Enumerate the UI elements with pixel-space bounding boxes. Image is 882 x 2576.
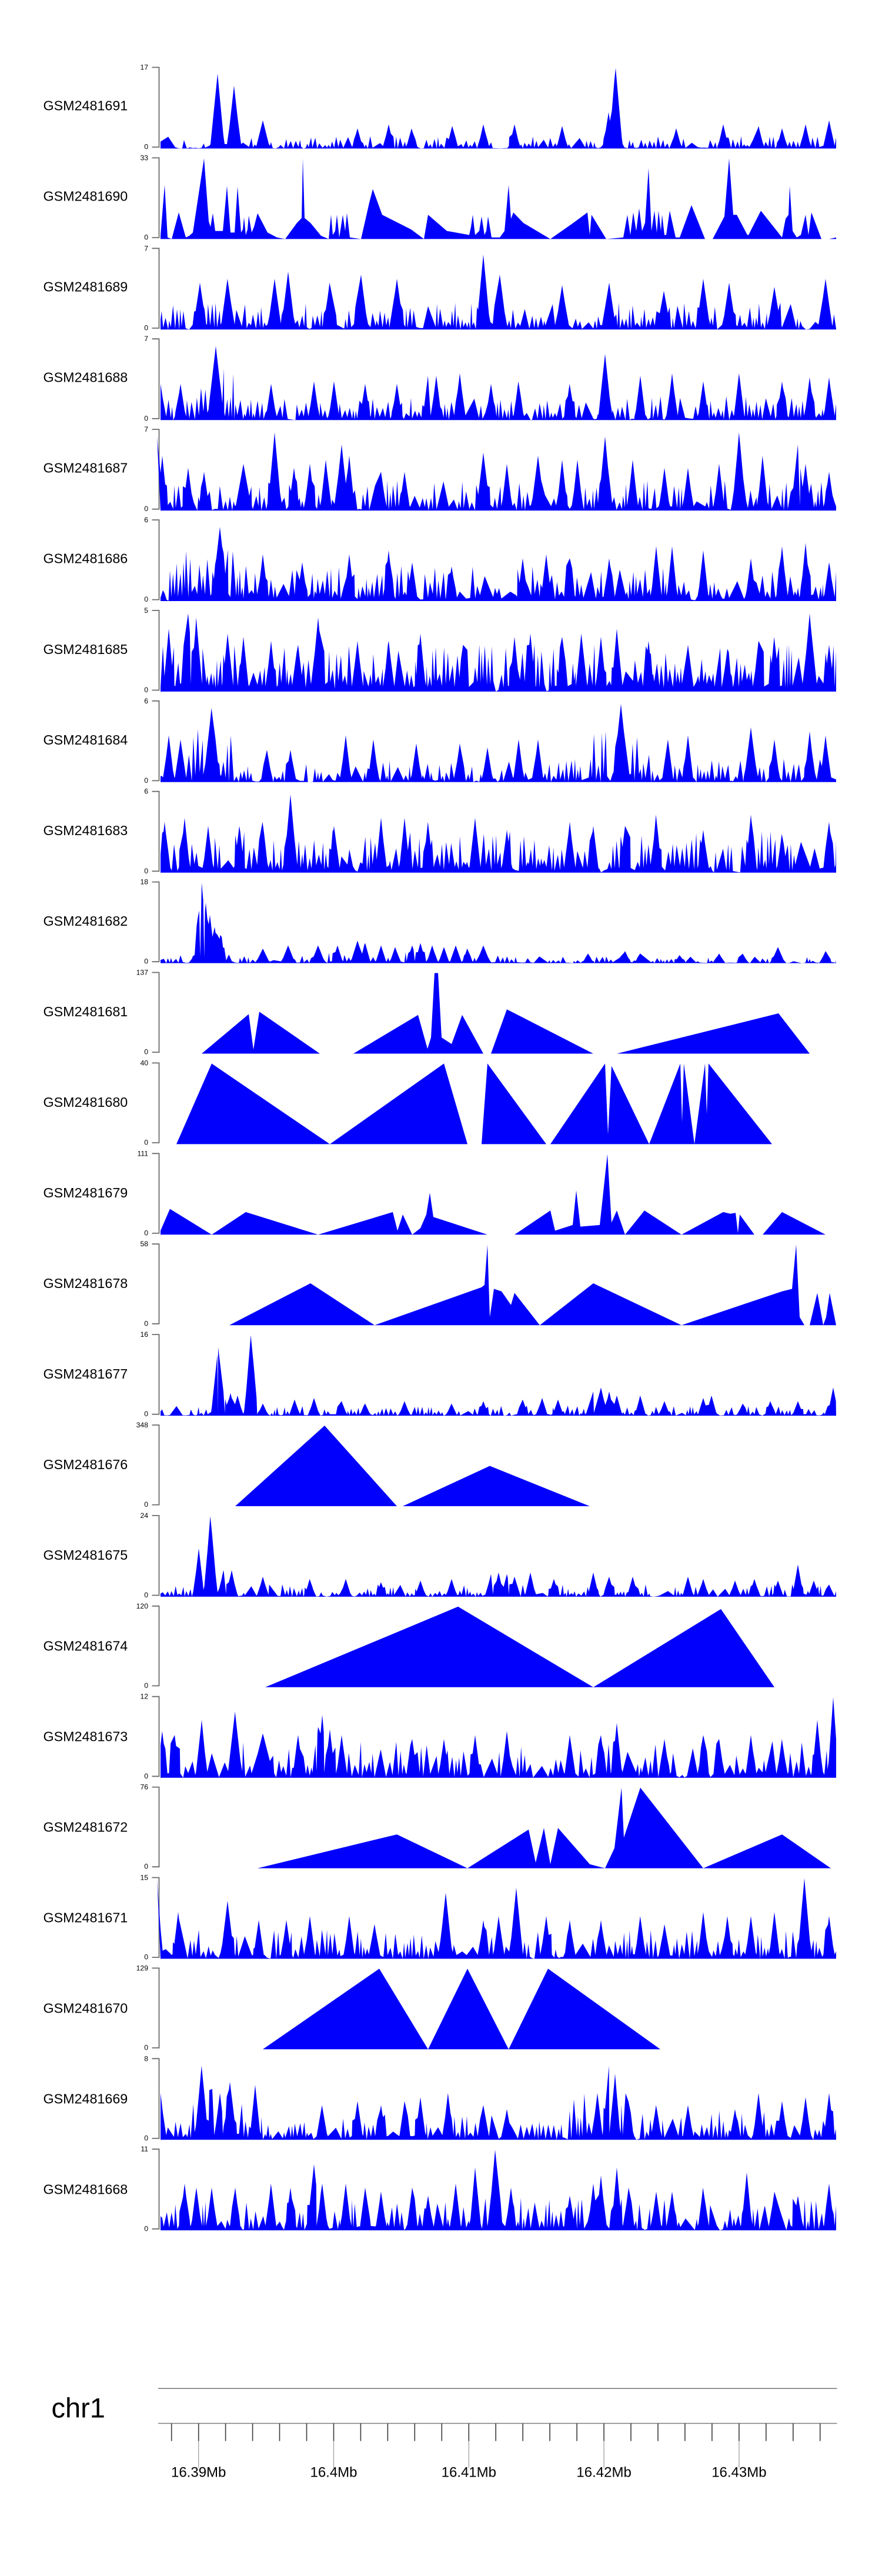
svg-text:GSM2481686: GSM2481686 bbox=[44, 551, 128, 566]
svg-text:0: 0 bbox=[144, 595, 148, 603]
svg-text:6: 6 bbox=[144, 788, 148, 796]
svg-text:24: 24 bbox=[140, 1511, 148, 1520]
svg-text:chr1: chr1 bbox=[52, 2393, 105, 2424]
svg-text:GSM2481683: GSM2481683 bbox=[44, 823, 128, 838]
svg-text:GSM2481689: GSM2481689 bbox=[44, 279, 128, 295]
svg-text:GSM2481687: GSM2481687 bbox=[44, 461, 128, 476]
svg-text:7: 7 bbox=[144, 244, 148, 252]
svg-text:12: 12 bbox=[140, 1693, 148, 1701]
svg-text:15: 15 bbox=[140, 1874, 148, 1882]
svg-text:0: 0 bbox=[144, 2044, 148, 2052]
svg-text:16: 16 bbox=[140, 1330, 148, 1339]
svg-text:GSM2481690: GSM2481690 bbox=[44, 189, 128, 204]
svg-text:0: 0 bbox=[144, 1953, 148, 1961]
svg-text:0: 0 bbox=[144, 1229, 148, 1237]
svg-text:GSM2481681: GSM2481681 bbox=[44, 1004, 128, 1019]
svg-text:16.43Mb: 16.43Mb bbox=[711, 2465, 766, 2481]
svg-text:0: 0 bbox=[144, 1410, 148, 1418]
svg-text:0: 0 bbox=[144, 1772, 148, 1780]
svg-text:129: 129 bbox=[136, 1964, 149, 1972]
svg-text:111: 111 bbox=[137, 1149, 148, 1157]
svg-text:137: 137 bbox=[136, 969, 149, 977]
svg-text:5: 5 bbox=[144, 606, 148, 615]
svg-text:GSM2481678: GSM2481678 bbox=[44, 1276, 128, 1291]
svg-text:0: 0 bbox=[144, 1048, 148, 1056]
svg-text:58: 58 bbox=[140, 1240, 148, 1248]
svg-text:GSM2481671: GSM2481671 bbox=[44, 1910, 128, 1925]
svg-text:0: 0 bbox=[144, 414, 148, 422]
svg-text:0: 0 bbox=[144, 1863, 148, 1871]
svg-text:GSM2481670: GSM2481670 bbox=[44, 2000, 128, 2016]
svg-text:11: 11 bbox=[141, 2145, 148, 2153]
svg-text:GSM2481674: GSM2481674 bbox=[44, 1638, 128, 1653]
svg-text:0: 0 bbox=[144, 323, 148, 332]
svg-text:120: 120 bbox=[136, 1602, 149, 1610]
svg-text:0: 0 bbox=[144, 867, 148, 875]
svg-text:GSM2481669: GSM2481669 bbox=[44, 2091, 128, 2107]
svg-text:33: 33 bbox=[140, 154, 148, 162]
svg-text:GSM2481676: GSM2481676 bbox=[44, 1457, 128, 1472]
svg-text:GSM2481675: GSM2481675 bbox=[44, 1547, 128, 1563]
svg-text:0: 0 bbox=[144, 1500, 148, 1509]
svg-text:GSM2481680: GSM2481680 bbox=[44, 1095, 128, 1110]
svg-text:0: 0 bbox=[144, 1681, 148, 1690]
svg-text:7: 7 bbox=[144, 335, 148, 343]
svg-text:0: 0 bbox=[144, 233, 148, 242]
svg-text:16.41Mb: 16.41Mb bbox=[442, 2465, 496, 2481]
svg-text:40: 40 bbox=[140, 1059, 148, 1067]
svg-text:GSM2481684: GSM2481684 bbox=[44, 732, 128, 748]
svg-text:8: 8 bbox=[144, 2054, 148, 2063]
svg-text:GSM2481679: GSM2481679 bbox=[44, 1185, 128, 1200]
svg-text:GSM2481668: GSM2481668 bbox=[44, 2182, 128, 2197]
svg-text:0: 0 bbox=[144, 1319, 148, 1327]
svg-text:0: 0 bbox=[144, 2224, 148, 2233]
svg-text:17: 17 bbox=[140, 64, 148, 72]
svg-text:0: 0 bbox=[144, 1139, 148, 1147]
svg-text:0: 0 bbox=[144, 505, 148, 513]
svg-text:348: 348 bbox=[136, 1421, 149, 1429]
svg-text:GSM2481672: GSM2481672 bbox=[44, 1819, 128, 1834]
svg-text:0: 0 bbox=[144, 2134, 148, 2142]
svg-text:18: 18 bbox=[140, 878, 148, 886]
svg-text:76: 76 bbox=[140, 1783, 148, 1791]
svg-text:0: 0 bbox=[144, 957, 148, 966]
svg-text:GSM2481688: GSM2481688 bbox=[44, 370, 128, 385]
svg-text:16.4Mb: 16.4Mb bbox=[310, 2465, 357, 2481]
svg-text:GSM2481691: GSM2481691 bbox=[44, 98, 128, 114]
svg-text:0: 0 bbox=[144, 776, 148, 785]
svg-text:16.42Mb: 16.42Mb bbox=[576, 2465, 631, 2481]
svg-text:7: 7 bbox=[144, 425, 148, 433]
svg-text:GSM2481673: GSM2481673 bbox=[44, 1729, 128, 1744]
svg-text:6: 6 bbox=[144, 697, 148, 705]
svg-text:0: 0 bbox=[144, 143, 148, 151]
svg-text:GSM2481685: GSM2481685 bbox=[44, 642, 128, 657]
svg-text:0: 0 bbox=[144, 686, 148, 694]
svg-text:6: 6 bbox=[144, 516, 148, 524]
svg-text:GSM2481682: GSM2481682 bbox=[44, 913, 128, 929]
svg-text:0: 0 bbox=[144, 1591, 148, 1599]
svg-text:16.39Mb: 16.39Mb bbox=[171, 2465, 226, 2481]
svg-text:GSM2481677: GSM2481677 bbox=[44, 1366, 128, 1382]
